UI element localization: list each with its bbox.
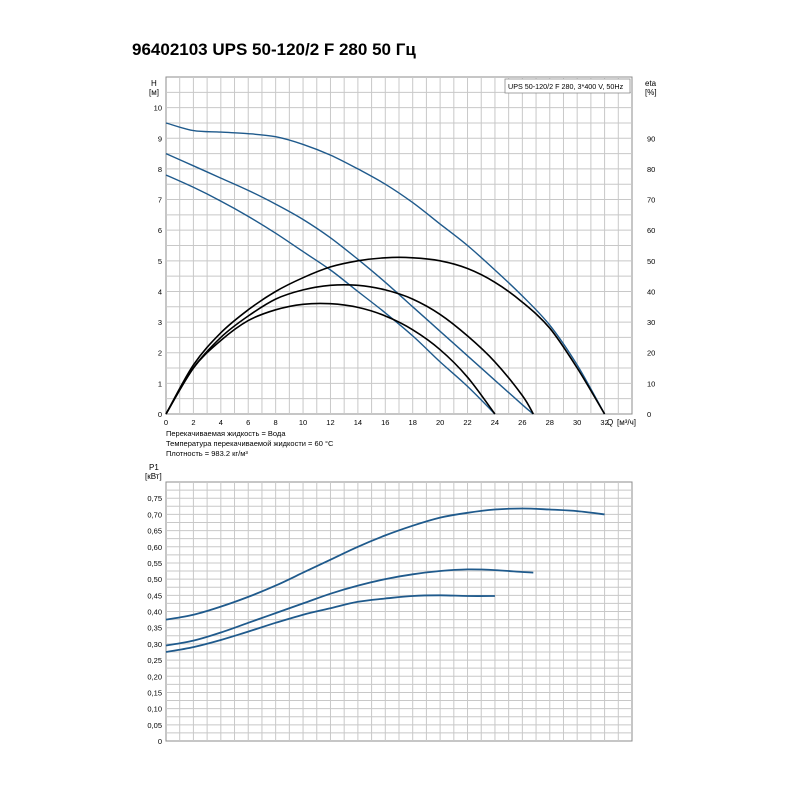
power-tick-label: 0,20 (147, 672, 162, 681)
power-tick-label: 0,75 (147, 494, 162, 503)
head-plot-ticks: 0 2 4 6 8 10 12 14 16 18 20 22 24 26 28 30 3201234567891… (154, 104, 656, 427)
power-tick-label: 0,55 (147, 559, 162, 568)
y-tick-label: 10 (154, 104, 162, 113)
power-tick-label: 0,45 (147, 591, 162, 600)
legend-text: UPS 50-120/2 F 280, 3*400 V, 50Hz (508, 82, 624, 91)
y-tick-label: 9 (158, 134, 162, 143)
power-tick-label: 0,35 (147, 624, 162, 633)
y-tick-label: 5 (158, 257, 162, 266)
efficiency-curve-4 (165, 283, 534, 415)
x-tick-label: 4 (219, 418, 223, 427)
y-right-tick-label: 70 (647, 196, 655, 205)
power-curve-1 (165, 568, 534, 647)
power-tick-label: 0,25 (147, 656, 162, 665)
y-right-tick-label: 80 (647, 165, 655, 174)
x-axis-unit: [м³/ч] (617, 418, 636, 427)
power-curve-2 (165, 594, 495, 653)
power-plot-curves (165, 507, 605, 653)
y-right-tick-label: 50 (647, 257, 655, 266)
power-tick-label: 0,10 (147, 705, 162, 714)
x-tick-label: 20 (436, 418, 444, 427)
y-right-tick-label: 90 (647, 134, 655, 143)
y-right-tick-label: 0 (647, 410, 651, 419)
power-tick-label: 0,70 (147, 510, 162, 519)
y-right-tick-label: 30 (647, 318, 655, 327)
efficiency-curve-3 (165, 256, 606, 415)
power-plot-grid (166, 482, 632, 741)
x-axis-label: Q (607, 418, 613, 427)
y-tick-label: 8 (158, 165, 162, 174)
legend-box (504, 78, 631, 94)
power-tick-label: 0,65 (147, 527, 162, 536)
x-tick-label: 32 (600, 418, 608, 427)
x-tick-label: 12 (326, 418, 334, 427)
head-plot-grid (166, 77, 632, 414)
x-tick-label: 30 (573, 418, 581, 427)
y-tick-label: 6 (158, 226, 162, 235)
x-tick-label: 22 (463, 418, 471, 427)
y-axis-label-left: H (151, 79, 157, 88)
y-right-tick-label: 60 (647, 226, 655, 235)
x-tick-label: 16 (381, 418, 389, 427)
x-tick-label: 28 (546, 418, 554, 427)
y-tick-label: 2 (158, 349, 162, 358)
power-tick-label: 0,40 (147, 608, 162, 617)
x-tick-label: 26 (518, 418, 526, 427)
x-tick-label: 2 (191, 418, 195, 427)
power-tick-label: 0,15 (147, 688, 162, 697)
x-tick-label: 6 (246, 418, 250, 427)
info-temperature: Температура перекачиваемой жидкости = 60… (166, 439, 334, 448)
y-tick-label: 0 (158, 410, 162, 419)
y-right-tick-label: 20 (647, 349, 655, 358)
power-tick-label: 0,50 (147, 575, 162, 584)
power-tick-label: 0,60 (147, 543, 162, 552)
x-tick-label: 0 (164, 418, 168, 427)
y-axis-label-right: eta (645, 79, 657, 88)
y-axis-unit-right: [%] (645, 88, 657, 97)
x-tick-label: 18 (409, 418, 417, 427)
power-tick-label: 0,30 (147, 640, 162, 649)
head-curve-0 (165, 122, 606, 415)
power-axis-unit: [кВт] (145, 472, 162, 481)
y-tick-label: 7 (158, 196, 162, 205)
head-curve-1 (165, 152, 534, 415)
y-axis-unit-left: [м] (149, 88, 159, 97)
y-tick-label: 4 (158, 287, 162, 296)
power-tick-label: 0 (158, 737, 162, 746)
y-right-tick-label: 40 (647, 287, 655, 296)
info-fluid: Перекачиваемая жидкость = Вода (166, 429, 286, 438)
x-tick-label: 24 (491, 418, 499, 427)
power-plot-ticks: 0 0,05 0,10 0,15 0,20 0,25 0,30 0,35 0,40 0,45 0,5… (147, 494, 162, 746)
chart-title: 96402103 UPS 50-120/2 F 280 50 Гц (132, 40, 416, 59)
x-tick-label: 8 (274, 418, 278, 427)
power-tick-label: 0,05 (147, 721, 162, 730)
power-curve-0 (165, 507, 605, 621)
efficiency-curve-5 (165, 302, 496, 415)
y-tick-label: 3 (158, 318, 162, 327)
y-right-tick-label: 10 (647, 379, 655, 388)
power-axis-label: P1 (149, 463, 159, 472)
head-plot-curves (165, 122, 606, 415)
x-tick-label: 10 (299, 418, 307, 427)
head-curve-2 (165, 174, 496, 415)
x-tick-label: 14 (354, 418, 362, 427)
info-density: Плотность = 983.2 кг/м³ (166, 449, 248, 458)
y-tick-label: 1 (158, 379, 162, 388)
